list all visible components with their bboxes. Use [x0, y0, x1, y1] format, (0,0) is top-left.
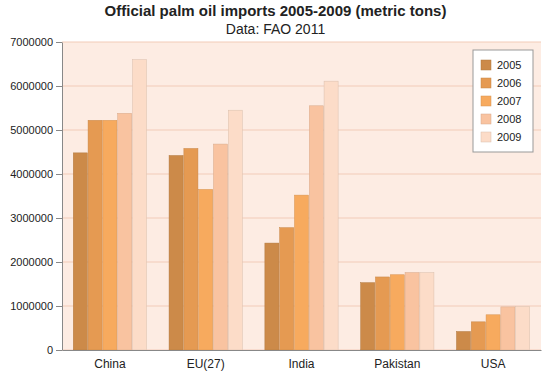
bar	[405, 273, 419, 350]
y-tick-mark	[56, 86, 62, 87]
legend-label: 2008	[497, 113, 521, 125]
bar	[309, 106, 323, 350]
y-tick: 0	[47, 344, 62, 356]
grid-line	[62, 42, 541, 43]
y-tick-mark	[56, 262, 62, 263]
x-tick-label: USA	[481, 357, 506, 371]
legend-item: 2007	[481, 95, 521, 107]
chart: Official palm oil imports 2005-2009 (met…	[0, 0, 551, 374]
bar	[265, 243, 279, 350]
x-tick-label: India	[288, 357, 314, 371]
legend-item: 2005	[481, 59, 521, 71]
x-tick: EU(27)	[187, 350, 225, 371]
series	[103, 120, 500, 350]
subtitle: Data: FAO 2011	[226, 21, 326, 37]
y-tick: 3000000	[10, 212, 62, 224]
x-tick-label: EU(27)	[187, 357, 225, 371]
y-tick-mark	[56, 350, 62, 351]
y-tick: 6000000	[10, 80, 62, 92]
legend-swatch	[481, 96, 491, 106]
x-tick: India	[288, 350, 314, 371]
y-tick-label: 2000000	[10, 256, 53, 268]
bar	[73, 153, 87, 350]
bar	[420, 273, 434, 350]
y-tick-mark	[56, 42, 62, 43]
y-tick-label: 6000000	[10, 80, 53, 92]
y-tick: 2000000	[10, 256, 62, 268]
y-tick: 4000000	[10, 168, 62, 180]
series	[88, 120, 485, 350]
bar	[103, 120, 117, 350]
bar	[184, 148, 198, 350]
y-axis: 0 1000000 2000000 3000000 4000000 5000000 6000…	[10, 36, 62, 356]
legend-box	[473, 50, 533, 152]
x-tick: USA	[481, 350, 506, 371]
bar	[456, 332, 470, 350]
bar	[361, 283, 375, 350]
y-tick-mark	[56, 306, 62, 307]
x-tick: China	[94, 350, 126, 371]
y-tick: 5000000	[10, 124, 62, 136]
legend-swatch	[481, 114, 491, 124]
y-tick-label: 5000000	[10, 124, 53, 136]
series	[132, 60, 529, 350]
legend-label: 2007	[497, 95, 521, 107]
y-tick: 7000000	[10, 36, 62, 48]
legend-label: 2005	[497, 59, 521, 71]
bar	[501, 307, 515, 350]
x-axis-line	[63, 350, 542, 351]
y-tick: 1000000	[10, 300, 62, 312]
legend: 2005 2006 2007 2008 2009	[473, 50, 533, 152]
y-tick-label: 3000000	[10, 212, 53, 224]
y-axis-line	[62, 43, 63, 351]
bar	[169, 156, 183, 350]
title: Official palm oil imports 2005-2009 (met…	[105, 2, 447, 19]
legend-label: 2006	[497, 77, 521, 89]
bar	[324, 81, 338, 350]
x-tick-label: Pakistan	[374, 357, 420, 371]
legend-swatch	[481, 78, 491, 88]
plot: 0 1000000 2000000 3000000 4000000 5000000 6000…	[10, 36, 541, 371]
bar	[118, 113, 132, 350]
y-tick-label: 7000000	[10, 36, 53, 48]
plot-background	[62, 42, 541, 350]
legend-swatch	[481, 132, 491, 142]
x-tick-label: China	[94, 357, 126, 371]
bar	[213, 144, 227, 350]
legend-label: 2009	[497, 131, 521, 143]
bar	[88, 120, 102, 350]
bar	[486, 315, 500, 350]
legend-item: 2006	[481, 77, 521, 89]
x-tick: Pakistan	[374, 350, 420, 371]
bar	[280, 228, 294, 350]
bars	[73, 60, 529, 350]
bar	[471, 322, 485, 350]
y-tick-label: 4000000	[10, 168, 53, 180]
legend-swatch	[481, 60, 491, 70]
series	[118, 106, 515, 350]
bar	[375, 277, 389, 350]
bar	[294, 195, 308, 350]
legend-item: 2008	[481, 113, 521, 125]
y-tick-label: 1000000	[10, 300, 53, 312]
y-tick-mark	[56, 174, 62, 175]
y-tick-mark	[56, 218, 62, 219]
bar	[199, 189, 213, 350]
bar	[390, 275, 404, 350]
bar	[228, 110, 242, 350]
bar	[132, 60, 146, 350]
x-axis: China EU(27) India Pakistan USA	[63, 350, 542, 371]
y-tick-label: 0	[47, 344, 53, 356]
bar	[516, 306, 530, 350]
grid	[62, 42, 541, 350]
y-tick-mark	[56, 130, 62, 131]
legend-item: 2009	[481, 131, 521, 143]
